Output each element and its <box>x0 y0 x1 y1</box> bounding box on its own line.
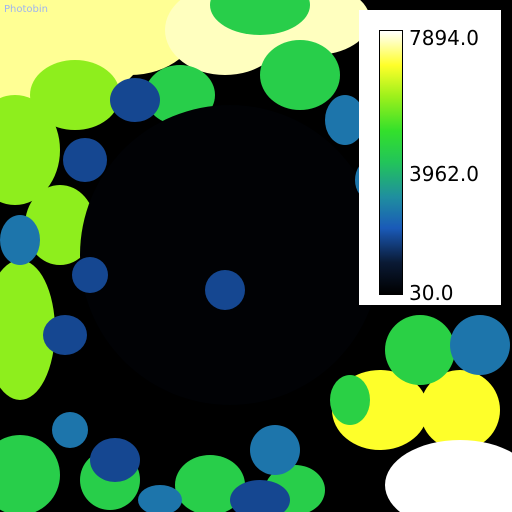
heatmap-cell-blue-cells-2 <box>43 315 87 355</box>
heatmap-cell-top-left-light-1 <box>60 0 200 75</box>
heatmap-cell-blue-cells-1 <box>63 138 107 182</box>
colorbar-legend: 7894.0 3962.0 30.0 <box>359 10 501 305</box>
heatmap-cell-blue-cells-6 <box>72 257 108 293</box>
heatmap-cell-left-lime-3 <box>0 260 55 400</box>
heatmap-cell-teal-cells-1 <box>325 95 365 145</box>
heatmap-cell-right-yellow-2 <box>420 370 500 450</box>
heatmap-cell-blue-cells-0 <box>110 78 160 122</box>
colorbar-tick-mid: 3962.0 <box>409 162 479 186</box>
heatmap-cell-teal-cells-0 <box>0 215 40 265</box>
heatmap-cell-teal-cells-5 <box>52 412 88 448</box>
heatmap-cell-teal-cells-3 <box>250 425 300 475</box>
heatmap-cell-bottom-right-white-0 <box>385 440 512 512</box>
heatmap-cell-blue-cells-5 <box>230 480 290 512</box>
heatmap-cell-left-lime-2 <box>25 185 95 265</box>
heatmap-cell-bottom-left-green-2 <box>175 455 245 512</box>
heatmap-cell-right-green-1 <box>330 375 370 425</box>
heatmap-cell-blue-cells-3 <box>205 270 245 310</box>
overlay-text: Photobin <box>4 4 48 15</box>
heatmap-cell-teal-cells-6 <box>450 315 510 375</box>
heatmap-cell-bottom-left-green-0 <box>0 435 60 512</box>
heatmap-cell-top-green-1 <box>260 40 340 110</box>
colorbar-tick-max: 7894.0 <box>409 26 479 50</box>
heatmap-cell-top-green-2 <box>210 0 310 35</box>
colorbar-tick-min: 30.0 <box>409 281 454 305</box>
heatmap-cell-dark-ring-0 <box>80 105 380 405</box>
heatmap-cell-left-lime-1 <box>30 60 120 130</box>
heatmap-cell-left-lime-0 <box>0 95 60 205</box>
heatmap-cell-teal-cells-4 <box>138 485 182 512</box>
heatmap-cell-blue-cells-4 <box>90 438 140 482</box>
colorbar-gradient <box>379 30 403 295</box>
heatmap-cell-right-green-0 <box>385 315 455 385</box>
